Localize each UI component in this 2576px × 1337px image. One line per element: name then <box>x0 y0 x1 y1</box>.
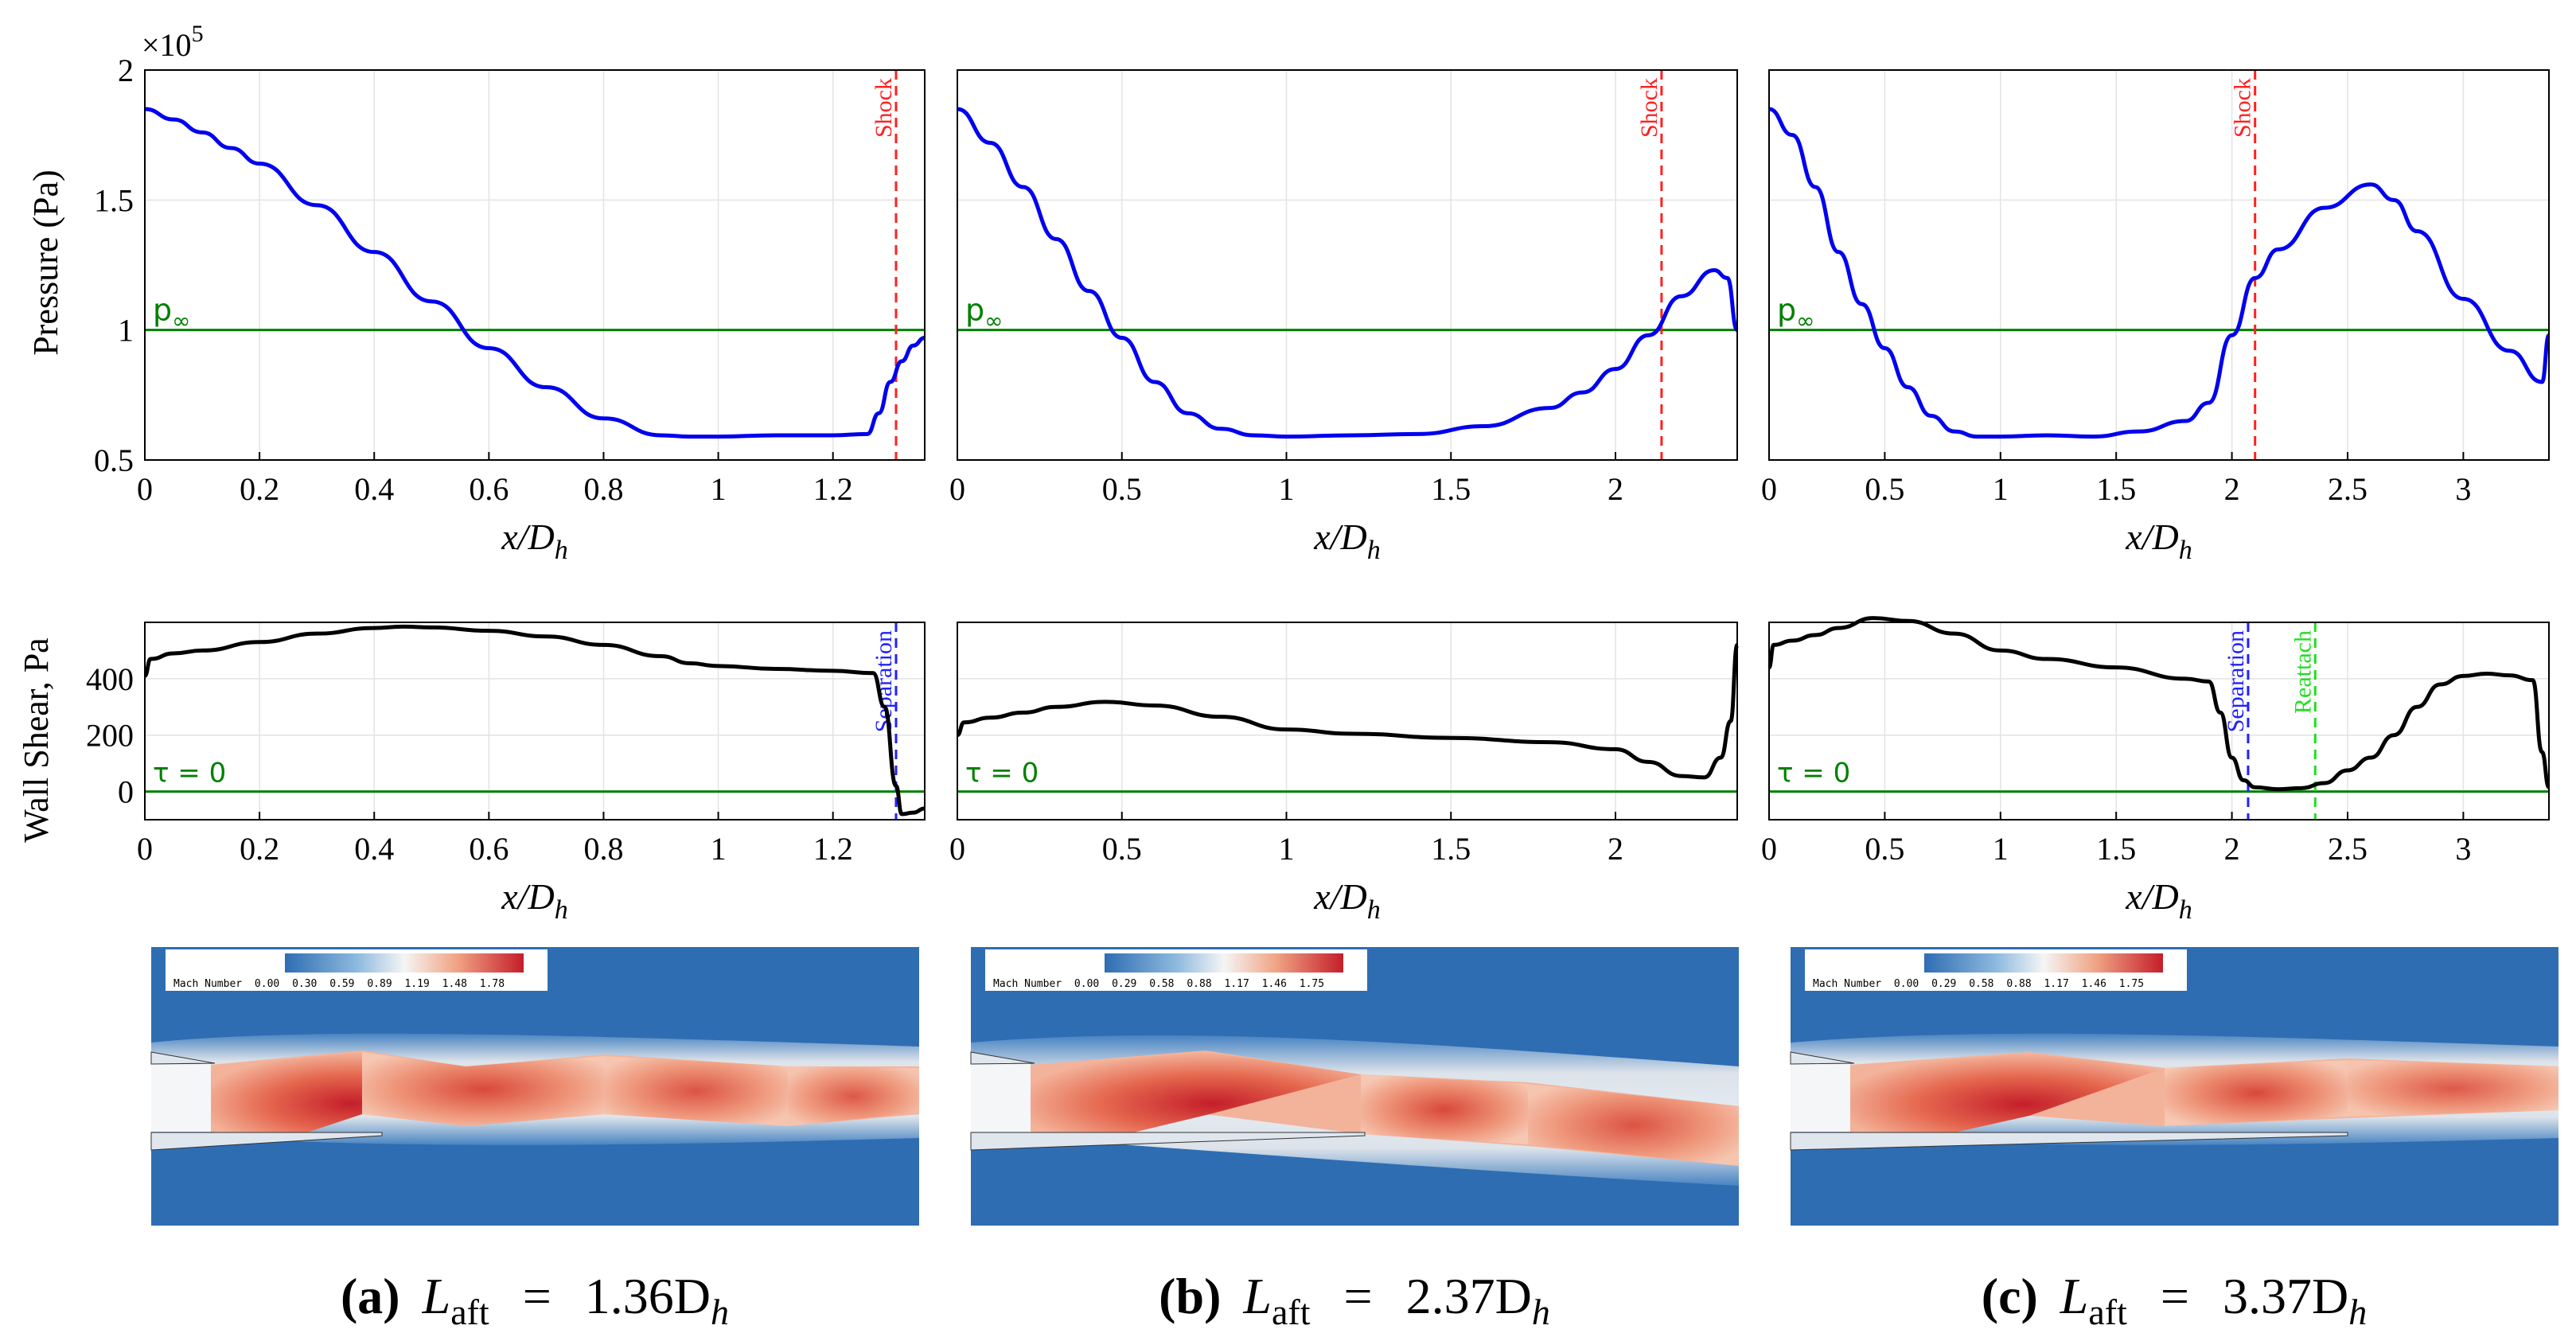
shear-c-xtick-label: 0 <box>1761 831 1777 867</box>
shear-c-xtick-label: 1 <box>1993 831 2009 867</box>
pressure-c-xtick-label: 1.5 <box>2096 471 2136 507</box>
shear-a-separation-label: Separation <box>871 630 897 732</box>
pressure-a-xtick-label: 0.4 <box>354 471 394 507</box>
pressure-a-ytick-label: 2 <box>118 53 134 88</box>
pressure-a-axes-box <box>144 69 926 461</box>
shear-c-xtick-label: 2.5 <box>2328 831 2368 867</box>
pressure-c-reference-label: p∞ <box>1777 293 1814 334</box>
shear-b-chart: τ = 0 0 0.5 1 1.5 2 x/Dh <box>949 622 1740 925</box>
shear-c-xtick-label: 2 <box>2224 831 2240 867</box>
pressure-b-xtick-label: 0.5 <box>1102 471 1142 507</box>
pressure-b-axes-box <box>957 69 1738 461</box>
shear-b-xtick-label: 1 <box>1279 831 1295 867</box>
shear-b-reference-label: τ = 0 <box>965 758 1039 789</box>
pressure-a-xtick-label: 1.2 <box>813 471 853 507</box>
pressure-b-reference-label: p∞ <box>965 293 1003 334</box>
pressure-c-xtick-label: 2.5 <box>2328 471 2368 507</box>
shear-a-x-axis-title: x/Dh <box>501 876 567 925</box>
shear-a-xtick-label: 0.6 <box>469 831 509 867</box>
pressure-c-series-line <box>1768 107 2551 439</box>
shear-a-chart: τ = 0 Separation 0 0.2 0.4 0.6 0.8 1 1.2 0 200 400 x… <box>86 622 926 925</box>
shear-c-xtick-label: 1.5 <box>2096 831 2136 867</box>
pressure-b-xtick-label: 1 <box>1279 471 1295 507</box>
shear-b-xtick-label: 0.5 <box>1102 831 1142 867</box>
pressure-b-x-axis-title: x/Dh <box>1313 516 1380 565</box>
mach-contour-b: Mach Number 0.00 0.29 0.58 0.88 1.17 1.4… <box>970 947 1739 1226</box>
shear-a-xtick-label: 0.4 <box>354 831 394 867</box>
pressure-b-xtick-label: 1.5 <box>1431 471 1471 507</box>
pressure-a-ytick-label: 1.5 <box>94 182 134 218</box>
pressure-scale-factor: ×105 <box>142 21 204 63</box>
mach-contour-a: Mach Number 0.00 0.30 0.59 0.89 1.19 1.4… <box>150 947 919 1226</box>
pressure-a-ytick-label: 0.5 <box>94 442 134 478</box>
shear-c-chart: τ = 0 Separation Reattach 0 0.5 1 1.5 2 2.5 3 x/Dh <box>1761 616 2551 925</box>
pressure-b-xtick-label: 0 <box>949 471 965 507</box>
pressure-c-xtick-label: 0 <box>1761 471 1777 507</box>
shear-a-series-line <box>142 624 926 817</box>
pressure-a-series-line <box>144 107 926 439</box>
shear-a-ytick-label: 400 <box>86 661 134 697</box>
shear-c-separation-label: Separation <box>2223 630 2249 732</box>
colorbar-label-b: Mach Number 0.00 0.29 0.58 0.88 1.17 1.4… <box>993 978 1324 990</box>
shear-a-xtick-label: 0 <box>137 831 153 867</box>
caption-b: (b) Laft = 2.37Dh <box>1159 1268 1550 1335</box>
pressure-a-reference-label: p∞ <box>153 293 190 334</box>
shear-y-axis-title: Wall Shear, Pa <box>17 637 56 842</box>
pressure-b-xtick-label: 2 <box>1608 471 1623 507</box>
mach-contour-c: Mach Number 0.00 0.29 0.58 0.88 1.17 1.4… <box>1790 947 2558 1226</box>
pressure-c-xtick-label: 1 <box>1993 471 2009 507</box>
pressure-a-ytick-label: 1 <box>118 313 134 349</box>
colorbar-label-a: Mach Number 0.00 0.30 0.59 0.89 1.19 1.4… <box>173 978 505 990</box>
shear-c-x-axis-title: x/Dh <box>2125 876 2192 925</box>
shear-a-axes-box <box>144 622 926 821</box>
shear-a-xtick-label: 0.2 <box>240 831 279 867</box>
shear-b-xtick-label: 0 <box>949 831 965 867</box>
charts-layer: p∞ Shock 0 0.2 0.4 0.6 0.8 1 1.2 0.5 1 1.5 2 x/Dh p∞ Sh… <box>86 53 2551 925</box>
caption-a: (a) Laft = 1.36Dh <box>341 1268 729 1335</box>
pressure-a-xtick-label: 0.6 <box>469 471 509 507</box>
shear-b-xtick-label: 2 <box>1608 831 1623 867</box>
shear-b-axes-box <box>957 622 1738 821</box>
shear-c-xtick-label: 0.5 <box>1865 831 1904 867</box>
shear-c-series-line <box>1767 616 2551 792</box>
shear-a-ytick-label: 200 <box>86 718 134 754</box>
shear-a-ytick-label: 0 <box>118 774 134 810</box>
pressure-a-xtick-label: 1 <box>711 471 727 507</box>
pressure-a-shock-label: Shock <box>871 78 897 138</box>
shear-c-reference-label: τ = 0 <box>1777 758 1850 789</box>
shear-a-xtick-label: 1.2 <box>813 831 853 867</box>
pressure-b-shock-label: Shock <box>1636 78 1662 138</box>
pressure-c-x-axis-title: x/Dh <box>2125 516 2192 565</box>
shear-b-x-axis-title: x/Dh <box>1313 876 1380 925</box>
pressure-a-xtick-label: 0 <box>137 471 153 507</box>
pressure-c-shock-label: Shock <box>2230 78 2256 138</box>
shear-a-xtick-label: 1 <box>711 831 727 867</box>
pressure-a-x-axis-title: x/Dh <box>501 516 567 565</box>
pressure-a-chart: p∞ Shock 0 0.2 0.4 0.6 0.8 1 1.2 0.5 1 1.5 2 x/Dh <box>94 53 926 565</box>
pressure-c-chart: p∞ Shock 0 0.5 1 1.5 2 2.5 3 x/Dh <box>1761 69 2551 565</box>
colorbar-label-c: Mach Number 0.00 0.29 0.58 0.88 1.17 1.4… <box>1813 978 2144 990</box>
shear-b-series-line <box>956 642 1740 780</box>
pressure-y-axis-title: Pressure (Pa) <box>26 170 65 355</box>
pressure-a-xtick-label: 0.8 <box>583 471 623 507</box>
pressure-a-xtick-label: 0.2 <box>240 471 279 507</box>
shear-a-xtick-label: 0.8 <box>583 831 623 867</box>
pressure-c-xtick-label: 2 <box>2224 471 2240 507</box>
pressure-b-series-line <box>957 107 1740 439</box>
pressure-c-xtick-label: 3 <box>2455 471 2471 507</box>
shear-b-xtick-label: 1.5 <box>1431 831 1471 867</box>
shear-c-xtick-label: 3 <box>2455 831 2471 867</box>
pressure-c-xtick-label: 0.5 <box>1865 471 1904 507</box>
caption-c: (c) Laft = 3.37Dh <box>1982 1268 2367 1335</box>
shear-a-reference-label: τ = 0 <box>153 758 226 789</box>
pressure-b-chart: p∞ Shock 0 0.5 1 1.5 2 x/Dh <box>949 69 1740 565</box>
shear-c-reattach-label: Reattach <box>2290 630 2316 714</box>
shear-c-axes-box <box>1768 622 2550 821</box>
pressure-c-axes-box <box>1768 69 2550 461</box>
